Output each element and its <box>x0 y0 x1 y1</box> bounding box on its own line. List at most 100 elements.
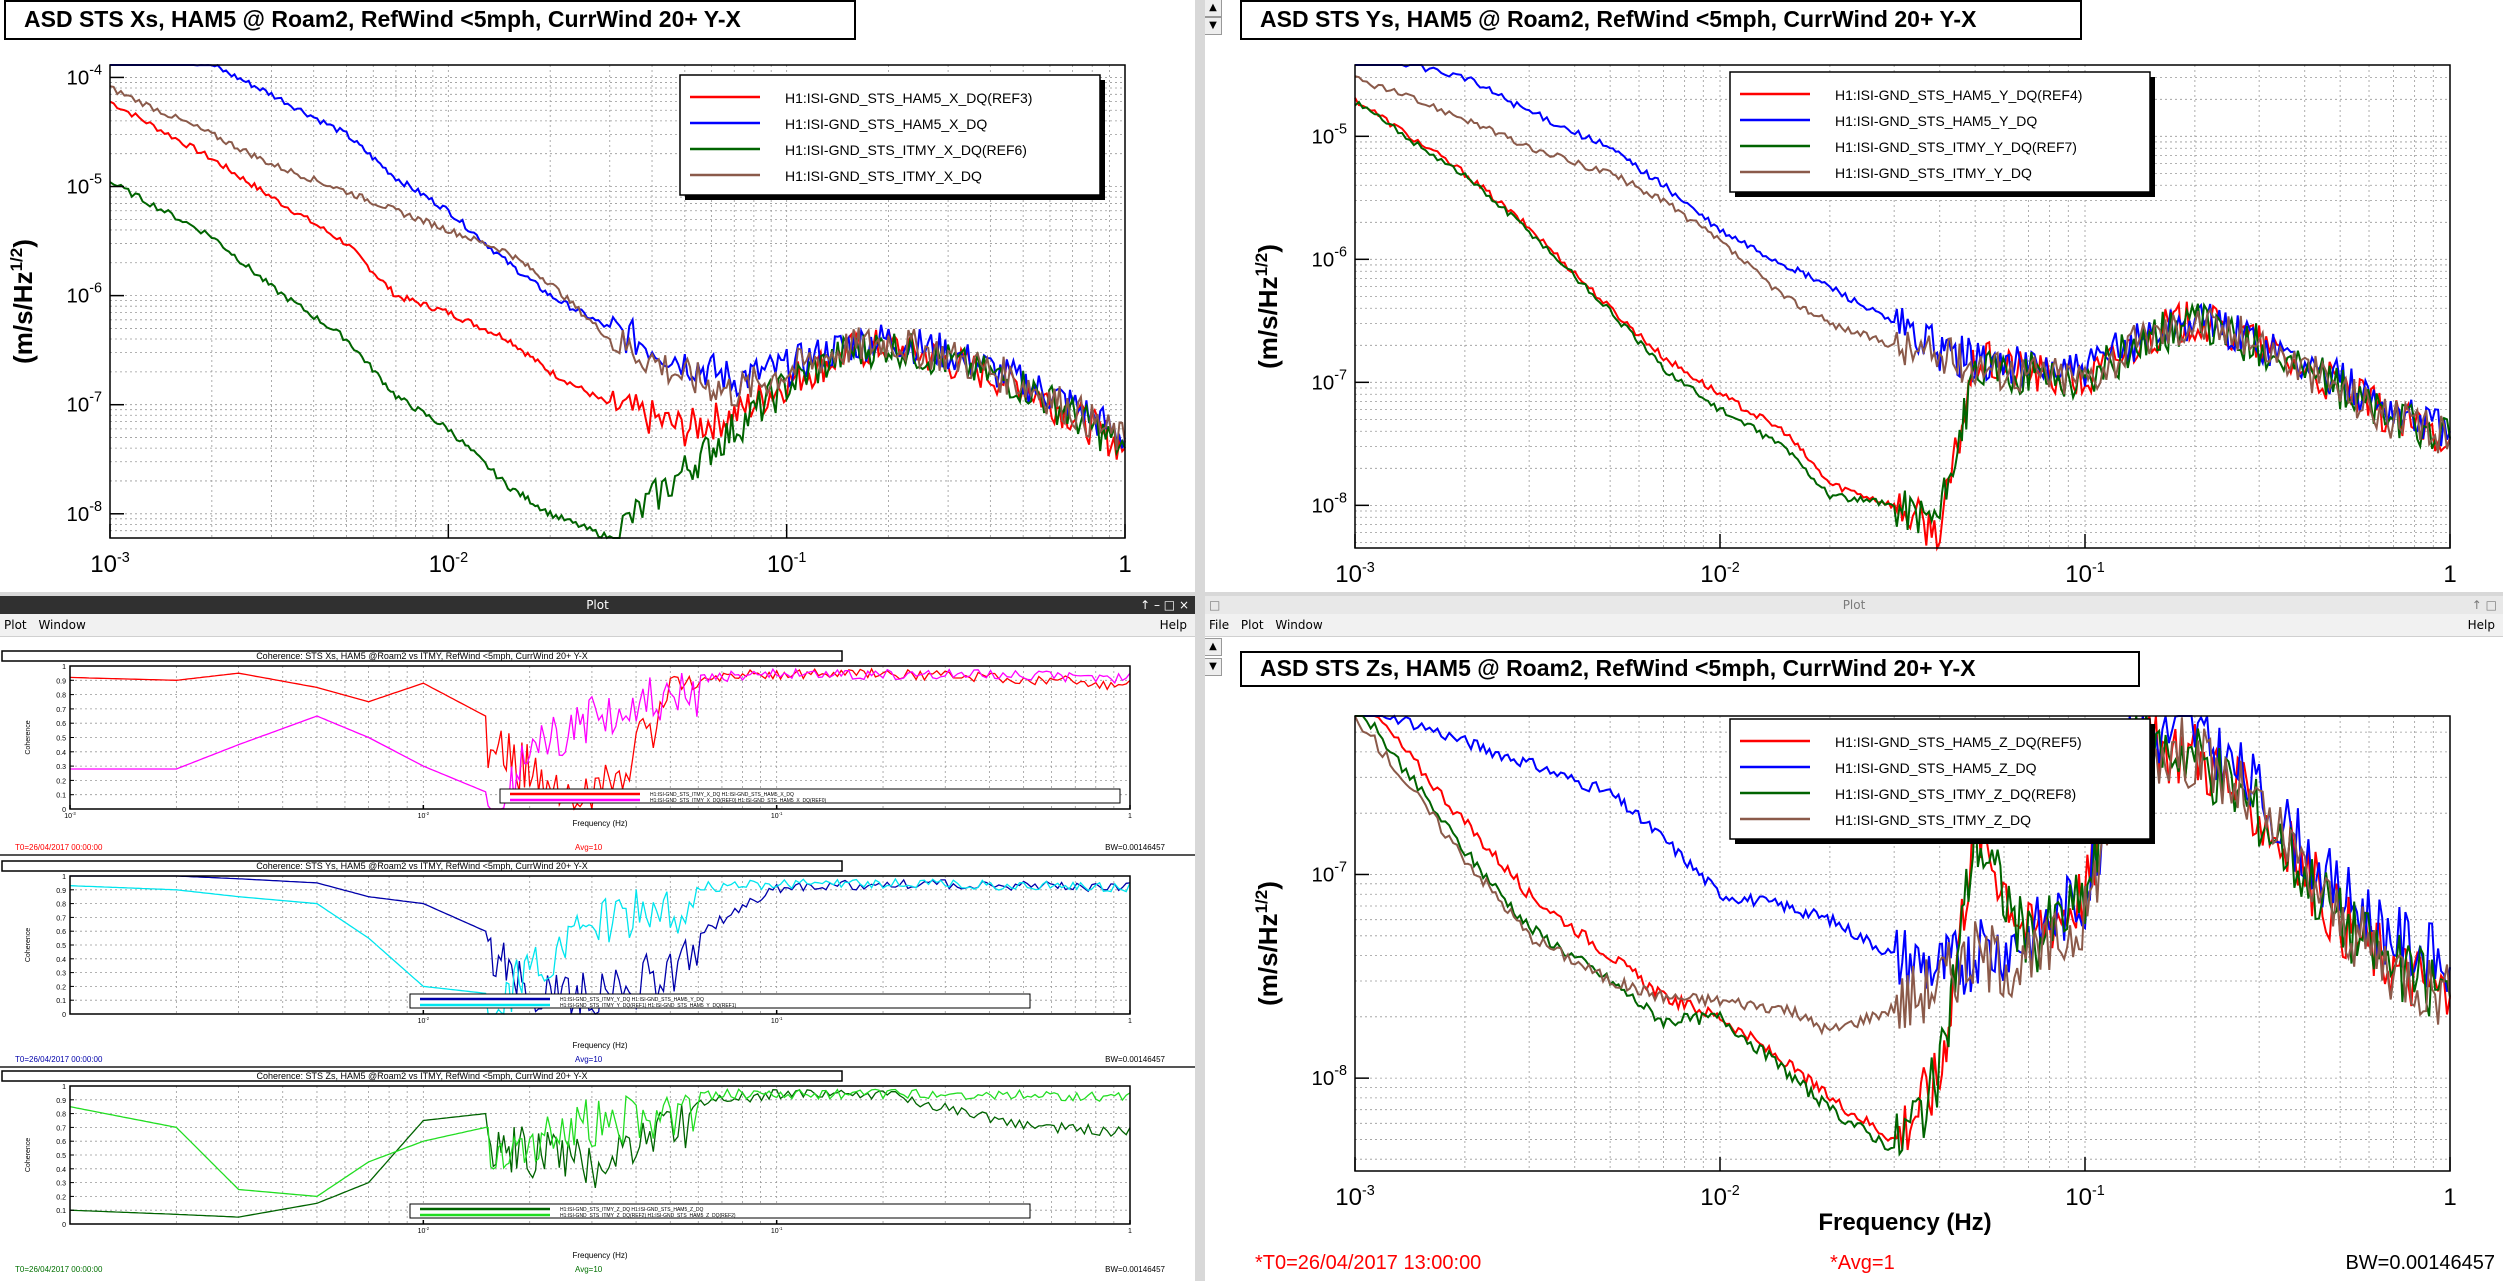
y-label-close: ) <box>1253 881 1283 890</box>
window-menu-icon[interactable]: □ <box>1209 598 1221 612</box>
series-line <box>1355 715 2451 1151</box>
y-tick-label: 0.9 <box>56 678 66 685</box>
y-tick-label: 0.1 <box>56 998 66 1005</box>
legend-entry: H1:ISI-GND_STS_ITMY_Z_DQ <box>1835 812 2031 828</box>
coherence-window: Plot ↑ – □ × Plot Window Help Coherence:… <box>0 596 1195 1281</box>
y-tick-label: 0 <box>62 807 66 814</box>
y-label-close: ) <box>8 239 38 248</box>
x-tick-exponent: -2 <box>1727 1183 1740 1199</box>
menu-help[interactable]: Help <box>1159 618 1187 632</box>
menu-plot[interactable]: Plot <box>4 618 27 632</box>
scroll-down-button[interactable]: ▼ <box>1205 17 1222 35</box>
window-controls[interactable]: ↑ □ <box>2471 598 2497 612</box>
legend-box <box>409 993 1031 1009</box>
menu-help[interactable]: Help <box>2467 618 2495 632</box>
y-tick-label: 0.3 <box>56 971 66 978</box>
series-line <box>1354 715 2451 1036</box>
y-tick-label: 0.9 <box>56 1098 66 1105</box>
x-tick-label: 1 <box>1128 1228 1132 1235</box>
x-tick-exponent: -3 <box>1362 1183 1375 1199</box>
x-tick-label: 10-3 <box>1335 1183 1375 1211</box>
asd-x-chart: 10-4 10-5 10-6 10-7 10-8 (m/s/Hz1/2) 10-3 10-2 1… <box>7 62 1132 578</box>
plot-frame <box>109 64 1126 539</box>
top-right-plot-pane: ▲ ▼ ASD STS Ys, HAM5 @ Roam2, RefWind <5… <box>1205 0 2503 592</box>
legend-box <box>499 788 1121 804</box>
x-tick-label: 10-1 <box>2065 1183 2105 1211</box>
x-tick-exponent: -2 <box>1727 560 1740 576</box>
y-tick-label: 0.9 <box>56 888 66 895</box>
menu-file[interactable]: File <box>1209 618 1230 632</box>
series-line <box>1354 100 2451 534</box>
plot-title: ASD STS Ys, HAM5 @ Roam2, RefWind <5mph,… <box>1240 0 2082 40</box>
coherence-xlabel: Frequency (Hz) <box>572 1251 627 1260</box>
x-tick-exponent: -1 <box>2092 1183 2105 1199</box>
series-line <box>70 667 1131 810</box>
y-tick-label: 0.6 <box>56 929 66 936</box>
menu-window[interactable]: Window <box>38 618 86 632</box>
legend-entry: H1:ISI-GND_STS_HAM5_X_DQ(REF3) <box>785 90 1032 106</box>
horizontal-divider[interactable] <box>0 592 2503 596</box>
x-tick-exponent: -3 <box>1362 560 1375 576</box>
x-tick-label: 10-2 <box>429 550 469 578</box>
avg-label: Avg=10 <box>575 843 603 852</box>
y-tick-label: 0.4 <box>56 1167 66 1174</box>
y-tick-label: 0.4 <box>56 957 66 964</box>
series-line <box>1355 714 2451 995</box>
series-line <box>109 100 1126 460</box>
y-label-exponent: 1/2 <box>1252 890 1271 914</box>
y-tick-exponent: -7 <box>1334 859 1347 875</box>
window-controls[interactable]: ↑ – □ × <box>1140 598 1189 612</box>
series-line <box>1354 75 2451 454</box>
y-tick-exponent: -5 <box>1334 121 1347 137</box>
x-tick-exponent: -1 <box>794 550 807 566</box>
legend-entry: H1:ISI-GND_STS_HAM5_Z_DQ <box>1835 760 2037 776</box>
y-tick-label: 10-5 <box>1312 121 1347 148</box>
x-tick-exponent: -2 <box>425 811 429 816</box>
plot-frame <box>1354 64 2451 549</box>
x-tick-label: 10-2 <box>418 811 430 820</box>
menu-window[interactable]: Window <box>1275 618 1323 632</box>
y-tick-label: 0.6 <box>56 721 66 728</box>
coherence-xlabel: Frequency (Hz) <box>572 1041 627 1050</box>
legend-entry: H1:ISI-GND_STS_ITMY_Y_DQ(REF1) H1:ISI-GN… <box>560 1003 736 1009</box>
vertical-divider[interactable] <box>1195 0 1205 1281</box>
bw-label: BW=0.00146457 <box>1105 843 1165 852</box>
x-tick-label: 10-1 <box>771 1226 783 1235</box>
y-tick-label: 0.7 <box>56 915 66 922</box>
plot-title: ASD STS Zs, HAM5 @ Roam2, RefWind <5mph,… <box>1240 651 2140 687</box>
scroll-down-button[interactable]: ▼ <box>1205 658 1222 676</box>
plot-frame <box>1354 715 2451 1172</box>
y-tick-label: 0.2 <box>56 778 66 785</box>
window-title: Plot <box>586 598 609 612</box>
x-tick-exponent: -3 <box>72 811 76 816</box>
menu-plot[interactable]: Plot <box>1240 618 1264 632</box>
legend-entry: H1:ISI-GND_STS_HAM5_Y_DQ(REF4) <box>1835 87 2082 103</box>
y-tick-label: 10-4 <box>67 62 102 89</box>
y-tick-label: 1 <box>62 1084 66 1091</box>
y-tick-label: 1 <box>62 664 66 671</box>
legend-entry: H1:ISI-GND_STS_ITMY_Z_DQ(REF2) H1:ISI-GN… <box>560 1213 736 1219</box>
legend-entry: H1:ISI-GND_STS_ITMY_Y_DQ H1:ISI-GND_STS_… <box>560 997 704 1003</box>
x-tick-exponent: -1 <box>779 811 783 816</box>
y-tick-label: 10-7 <box>1312 859 1347 886</box>
scroll-up-button[interactable]: ▲ <box>1205 638 1222 656</box>
t0-label: T0=26/04/2017 00:00:00 <box>15 1265 103 1274</box>
y-tick-exponent: -7 <box>1334 367 1347 383</box>
y-tick-label: 0.2 <box>56 984 66 991</box>
y-tick-exponent: -8 <box>1334 1063 1347 1079</box>
scroll-up-button[interactable]: ▲ <box>1205 0 1222 17</box>
x-axis-label: Frequency (Hz) <box>1818 1209 1991 1236</box>
avg-label: Avg=10 <box>575 1265 603 1274</box>
y-tick-label: 0.5 <box>56 1153 66 1160</box>
y-axis-label: Coherence <box>25 1138 32 1172</box>
y-tick-label: 0 <box>62 1012 66 1019</box>
legend-entry: H1:ISI-GND_STS_ITMY_X_DQ <box>785 168 982 184</box>
y-tick-label: 10-6 <box>1312 244 1347 271</box>
y-tick-label: 0.1 <box>56 793 66 800</box>
menu-bar: File Plot Window Help <box>1205 614 2503 637</box>
asd-z-chart: 10-7 10-8 (m/s/Hz1/2) 10-3 10-2 10-1 1 H1:ISI-G… <box>1252 714 2495 1274</box>
menu-bar: Plot Window Help <box>0 614 1195 637</box>
y-tick-label: 0.3 <box>56 1181 66 1188</box>
coherence-panel-z: Coherence: STS Zs, HAM5 @Roam2 vs ITMY, … <box>1 1070 1166 1274</box>
x-tick-label: 10-1 <box>2065 560 2105 588</box>
